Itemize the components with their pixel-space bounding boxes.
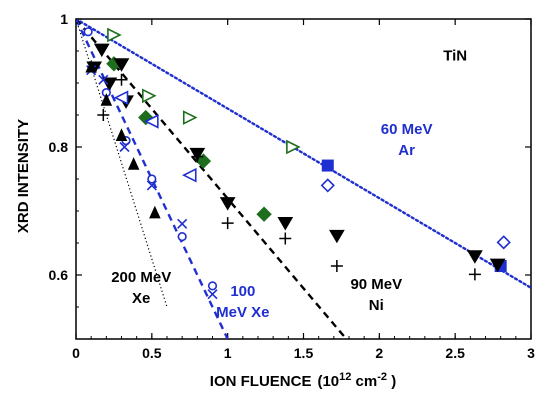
data-point bbox=[467, 250, 483, 264]
axis-ticks: 0 0.5 1 1.5 2 2.5 3 0.6 0.8 1 bbox=[49, 11, 536, 361]
x-tick-label: 0 bbox=[72, 345, 80, 361]
data-point bbox=[328, 229, 345, 244]
fit-line bbox=[76, 19, 531, 289]
data-point bbox=[279, 232, 292, 245]
annotation-line: Xe bbox=[132, 290, 150, 307]
x-tick-label: 1 bbox=[224, 345, 232, 361]
data-point bbox=[149, 205, 161, 219]
data-point bbox=[144, 114, 159, 129]
data-point bbox=[101, 77, 118, 91]
data-point bbox=[177, 218, 188, 229]
data-point bbox=[286, 139, 301, 155]
data-point bbox=[320, 178, 335, 193]
fit-line bbox=[76, 19, 168, 308]
data-point bbox=[321, 159, 334, 172]
y-tick-label: 0.6 bbox=[49, 267, 69, 283]
x-axis-title: ION FLUENCE (1012 cm-2 ) bbox=[210, 371, 396, 390]
data-point bbox=[113, 58, 130, 72]
x-axis-unit-suffix: cm bbox=[351, 373, 377, 390]
x-axis-title-main: ION FLUENCE bbox=[210, 373, 312, 390]
x-tick-label: 0.5 bbox=[142, 345, 162, 361]
data-point bbox=[85, 59, 97, 73]
data-point bbox=[330, 260, 343, 273]
data-point bbox=[146, 180, 157, 191]
x-tick-label: 2 bbox=[375, 345, 383, 361]
x-axis-unit-exp: 12 bbox=[339, 371, 351, 383]
annotation-label: TiN bbox=[443, 48, 467, 65]
data-point bbox=[142, 88, 157, 104]
annotation-label: 60 MeV Ar bbox=[381, 121, 433, 159]
x-tick-label: 1.5 bbox=[294, 345, 314, 361]
data-point bbox=[489, 258, 506, 273]
annotation-line: 90 MeV bbox=[350, 276, 402, 293]
data-point bbox=[221, 217, 234, 230]
annotation-label: 100 MeV Xe bbox=[216, 283, 269, 321]
x-tick-label: 2.5 bbox=[445, 345, 465, 361]
data-point bbox=[191, 150, 204, 163]
data-point bbox=[256, 206, 272, 222]
data-point bbox=[127, 157, 140, 170]
y-tick-label: 1 bbox=[60, 11, 68, 27]
annotation-label: 200 MeV Xe bbox=[111, 269, 171, 307]
x-axis-unit-prefix: (10 bbox=[317, 373, 339, 390]
data-point bbox=[207, 289, 218, 300]
annotation-line: 60 MeV bbox=[381, 121, 433, 138]
data-point bbox=[119, 141, 130, 153]
data-point bbox=[100, 93, 113, 106]
data-point bbox=[181, 167, 197, 183]
data-point bbox=[115, 128, 128, 141]
x-axis-unit-close: ) bbox=[387, 373, 396, 390]
annotation-line: Ni bbox=[369, 297, 384, 314]
data-point bbox=[147, 174, 157, 184]
data-markers bbox=[83, 27, 511, 300]
y-tick-label: 0.8 bbox=[49, 139, 69, 155]
annotations: TiN 60 MeV Ar 90 MeV Ni 100 MeV Xe 200 MeV Xe bbox=[111, 48, 467, 322]
annotation-line: 200 MeV bbox=[111, 269, 171, 286]
x-tick-label: 3 bbox=[527, 345, 535, 361]
fit-line bbox=[76, 19, 348, 339]
fit-lines bbox=[76, 19, 531, 339]
data-point bbox=[219, 197, 236, 211]
data-point bbox=[177, 232, 187, 242]
annotation-line: MeV Xe bbox=[216, 304, 269, 321]
data-point bbox=[83, 27, 93, 37]
data-point bbox=[113, 90, 129, 106]
data-point bbox=[98, 74, 109, 85]
data-point bbox=[207, 281, 218, 291]
data-point bbox=[468, 268, 481, 281]
x-axis-unit-exp2: -2 bbox=[377, 371, 387, 383]
annotation-line: Ar bbox=[398, 142, 415, 159]
annotation-line: TiN bbox=[443, 48, 467, 65]
annotation-label: 90 MeV Ni bbox=[350, 276, 402, 314]
data-point bbox=[182, 110, 198, 125]
data-point bbox=[115, 73, 128, 86]
data-point bbox=[277, 217, 294, 231]
y-axis-title: XRD INTENSITY bbox=[15, 119, 32, 233]
data-point bbox=[93, 43, 110, 58]
data-point bbox=[496, 235, 511, 250]
data-point bbox=[107, 27, 122, 43]
annotation-line: 100 bbox=[230, 283, 255, 300]
data-point bbox=[97, 109, 110, 121]
